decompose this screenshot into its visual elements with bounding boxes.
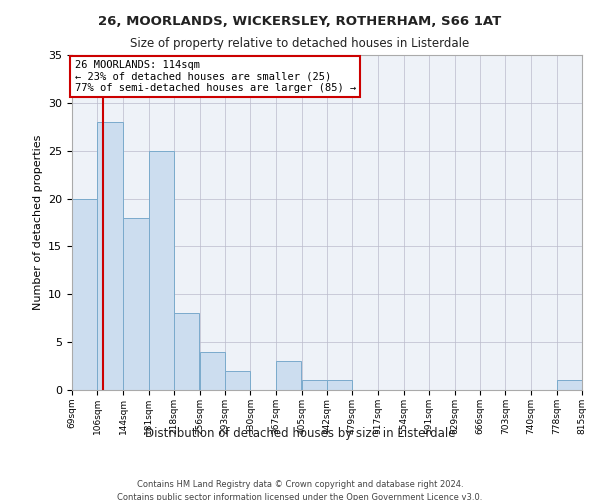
Bar <box>302 380 327 390</box>
Y-axis label: Number of detached properties: Number of detached properties <box>32 135 43 310</box>
Bar <box>123 218 149 390</box>
Text: Contains public sector information licensed under the Open Government Licence v3: Contains public sector information licen… <box>118 492 482 500</box>
Bar <box>557 380 582 390</box>
Bar <box>327 380 352 390</box>
Bar <box>276 362 301 390</box>
Bar <box>174 314 199 390</box>
Text: Size of property relative to detached houses in Listerdale: Size of property relative to detached ho… <box>130 38 470 51</box>
Bar <box>200 352 225 390</box>
Text: 26, MOORLANDS, WICKERSLEY, ROTHERHAM, S66 1AT: 26, MOORLANDS, WICKERSLEY, ROTHERHAM, S6… <box>98 15 502 28</box>
Text: Contains HM Land Registry data © Crown copyright and database right 2024.: Contains HM Land Registry data © Crown c… <box>137 480 463 489</box>
Text: 26 MOORLANDS: 114sqm
← 23% of detached houses are smaller (25)
77% of semi-detac: 26 MOORLANDS: 114sqm ← 23% of detached h… <box>74 60 356 93</box>
Bar <box>72 198 97 390</box>
Bar <box>225 371 250 390</box>
Bar <box>149 150 174 390</box>
Bar <box>97 122 122 390</box>
Text: Distribution of detached houses by size in Listerdale: Distribution of detached houses by size … <box>145 428 455 440</box>
